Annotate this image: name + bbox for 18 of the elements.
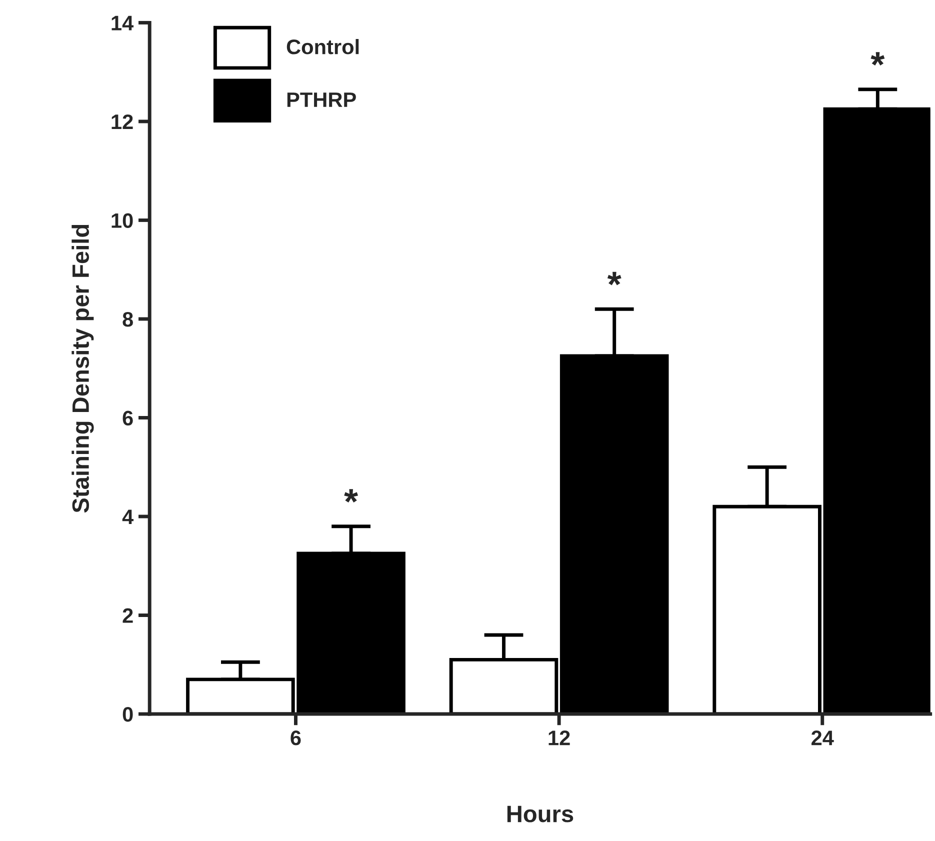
y-tick-label: 4 bbox=[122, 510, 134, 524]
annotation: * bbox=[870, 52, 885, 66]
y-tick-label: 10 bbox=[112, 213, 133, 228]
x-tick-label: 6 bbox=[290, 730, 301, 746]
y-tick-label: 2 bbox=[122, 608, 133, 623]
y-tick-label: 12 bbox=[112, 114, 133, 130]
y-axis-title: Staining Density per Feild bbox=[72, 224, 94, 513]
x-tick-label: 12 bbox=[548, 730, 570, 746]
y-tick-label: 6 bbox=[122, 410, 133, 426]
y-tick-label: 14 bbox=[112, 16, 134, 30]
annotation: * bbox=[344, 489, 358, 503]
legend-label: PTHRP bbox=[287, 92, 356, 107]
x-tick-label: 24 bbox=[812, 730, 834, 746]
y-tick-label: 0 bbox=[122, 707, 133, 722]
y-tick-label: 8 bbox=[122, 312, 133, 327]
x-axis-title: Hours bbox=[507, 806, 574, 822]
legend-label: Control bbox=[286, 38, 359, 54]
annotation: * bbox=[607, 272, 622, 286]
